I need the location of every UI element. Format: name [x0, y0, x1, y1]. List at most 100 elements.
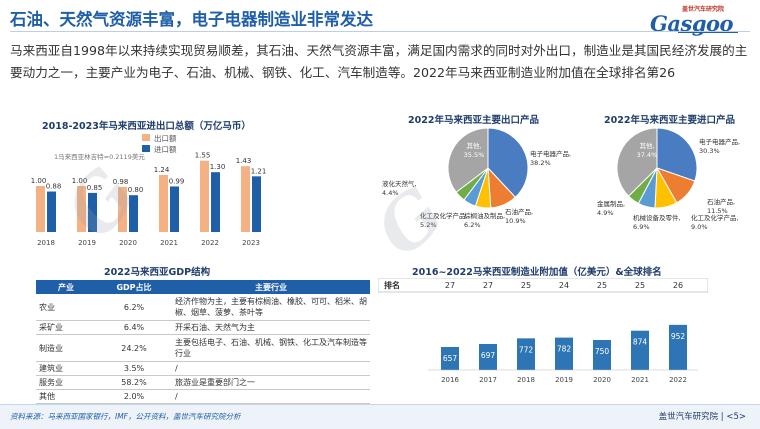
slice-label: 其他, — [639, 141, 654, 150]
slice-label: 其他, — [466, 141, 481, 150]
slice-pct: 4.9% — [597, 209, 614, 217]
pie-slice — [447, 127, 489, 193]
import-pie-title: 2022年马来西亚主要进口产品 — [604, 115, 735, 126]
x-tick-label: 2022 — [669, 376, 687, 384]
cell-share: 2.0% — [96, 389, 172, 404]
slice-label: 液化天然气, — [382, 179, 417, 188]
logo-subtitle: 盖世汽车研究院 — [682, 6, 725, 13]
bar — [593, 340, 611, 370]
bar-value-label: 750 — [595, 347, 610, 356]
bar-value-label: 697 — [481, 351, 496, 360]
rank-value: 25 — [635, 281, 645, 290]
cell-share: 6.2% — [96, 294, 172, 321]
cell-industries: 经济作物为主，主要有棕榈油、橡胶、可可、稻米、胡椒、烟草、菠萝、茶叶等 — [172, 294, 370, 321]
table-row: 其他 2.0% / — [36, 389, 370, 404]
bar-value-label: 1.21 — [251, 167, 267, 175]
x-tick-label: 2016 — [441, 376, 459, 384]
table-row: 服务业 58.2% 旅游业是重要部门之一 — [36, 375, 370, 390]
bar-value-label: 1.00 — [72, 177, 88, 185]
mfg-chart-title: 2016~2022马来西亚制造业附加值（亿美元）&全球排名 — [412, 267, 662, 278]
cell-sector: 农业 — [36, 294, 96, 321]
bar — [669, 324, 687, 370]
table-row: 制造业 24.2% 主要包括电子、石油、机械、钢铁、化工及汽车制造等行业 — [36, 334, 370, 362]
x-tick-label: 2018 — [37, 239, 55, 247]
bar — [170, 186, 179, 232]
rank-value: 27 — [483, 281, 493, 290]
x-tick-label: 2020 — [593, 376, 611, 384]
legend-swatch — [142, 145, 150, 152]
bar — [555, 337, 573, 370]
pie-slice — [487, 127, 529, 198]
bar — [200, 160, 209, 232]
bar-value-label: 0.98 — [113, 178, 129, 186]
trade-bar-chart: 出口额进口额1马来西亚林吉特≈0.2119美元1.000.8820181.000… — [31, 133, 267, 247]
cell-industries: 开采石油、天然气为主 — [172, 320, 370, 335]
cell-industries: / — [172, 361, 370, 376]
cell-sector: 制造业 — [36, 334, 96, 362]
rank-value: 27 — [445, 281, 455, 290]
slice-label: 机械设备及零件, — [633, 213, 681, 222]
slice-pct: 6.2% — [464, 221, 481, 229]
bar — [252, 176, 261, 232]
export-pie-title: 2022年马来西亚主要出口产品 — [408, 115, 539, 126]
page-title: 石油、天然气资源丰富，电子电器制造业非常发达 — [10, 10, 373, 29]
slice-pct: 30.3% — [699, 147, 720, 155]
bar — [441, 346, 459, 370]
mfg-bar-chart: 排名 27 657 2016 27 697 2017 25 772 2018 24 782 2019 25… — [378, 278, 708, 384]
slice-label: 金属制品, — [597, 199, 625, 208]
bar-value-label: 0.99 — [169, 177, 185, 185]
pie-slice — [616, 127, 658, 197]
table-row: 农业 6.2% 经济作物为主，主要有棕榈油、橡胶、可可、稻米、胡椒、烟草、菠萝、… — [36, 294, 370, 321]
bar — [241, 166, 250, 232]
x-tick-label: 2021 — [631, 376, 649, 384]
rank-value: 26 — [673, 281, 683, 290]
rank-row — [378, 278, 708, 293]
cell-share: 3.5% — [96, 361, 172, 376]
slice-label: 棕榈油及制品, — [464, 211, 505, 220]
gdp-structure-table: 产业 GDP占比 主要行业 农业 6.2% 经济作物为主，主要有棕榈油、橡胶、可… — [36, 280, 370, 404]
slice-pct: 9.0% — [691, 223, 708, 231]
bar — [129, 195, 138, 232]
cell-industries: 旅游业是重要部门之一 — [172, 375, 370, 390]
slice-label: 化工及化学产品, — [420, 211, 468, 220]
bar-value-label: 1.24 — [154, 166, 170, 174]
table-row: 采矿业 6.4% 开采石油、天然气为主 — [36, 320, 370, 335]
slice-label: 电子电器产品, — [699, 137, 740, 146]
bar — [47, 191, 56, 232]
cell-industries: / — [172, 389, 370, 404]
export-pie-chart: 电子电器产品,38.2% 石油产品,10.9%棕榈油及制品,6.2%化工及化学产品… — [382, 127, 571, 229]
header-gdp-share: GDP占比 — [96, 280, 172, 294]
page-number: | <5> — [720, 412, 746, 422]
rank-value: 24 — [559, 281, 569, 290]
import-pie-chart: 电子电器产品,30.3% 石油产品,11.5%化工及化学产品,9.0% 机械设备及零… — [597, 127, 740, 231]
bar — [479, 343, 497, 370]
bar-value-label: 952 — [671, 332, 686, 341]
legend-label: 出口额 — [154, 133, 177, 143]
cell-sector: 其他 — [36, 389, 96, 404]
legend-swatch — [142, 134, 150, 141]
footer-brand-name: 盖世汽车研究院 — [658, 412, 719, 422]
cell-share: 6.4% — [96, 320, 172, 335]
rank-value: 25 — [521, 281, 531, 290]
x-tick-label: 2020 — [119, 239, 137, 247]
slice-pct: 35.5% — [464, 151, 485, 159]
x-tick-label: 2023 — [242, 239, 260, 247]
cell-sector: 建筑业 — [36, 361, 96, 376]
source-note: 资料来源：马来西亚国家银行，IMF，公开资料，盖世汽车研究院分析 — [10, 412, 241, 421]
x-tick-label: 2022 — [201, 239, 219, 247]
footer-bar: 资料来源：马来西亚国家银行，IMF，公开资料，盖世汽车研究院分析 盖世汽车研究院… — [0, 404, 760, 429]
cell-sector: 采矿业 — [36, 320, 96, 335]
slice-pct: 10.9% — [505, 217, 526, 225]
bar-value-label: 657 — [443, 354, 458, 363]
x-tick-label: 2017 — [479, 376, 497, 384]
bar — [118, 186, 127, 232]
bar — [88, 192, 97, 232]
slice-pct: 11.5% — [707, 207, 728, 215]
bar-value-label: 0.80 — [128, 186, 144, 194]
rank-row-label: 排名 — [384, 280, 400, 290]
cell-share: 58.2% — [96, 375, 172, 390]
footer-brand: 盖世汽车研究院 | <5> — [659, 410, 746, 422]
table-row: 建筑业 3.5% / — [36, 361, 370, 376]
slice-label: 化工及化学产品, — [691, 213, 739, 222]
bar-value-label: 1.43 — [236, 157, 252, 165]
